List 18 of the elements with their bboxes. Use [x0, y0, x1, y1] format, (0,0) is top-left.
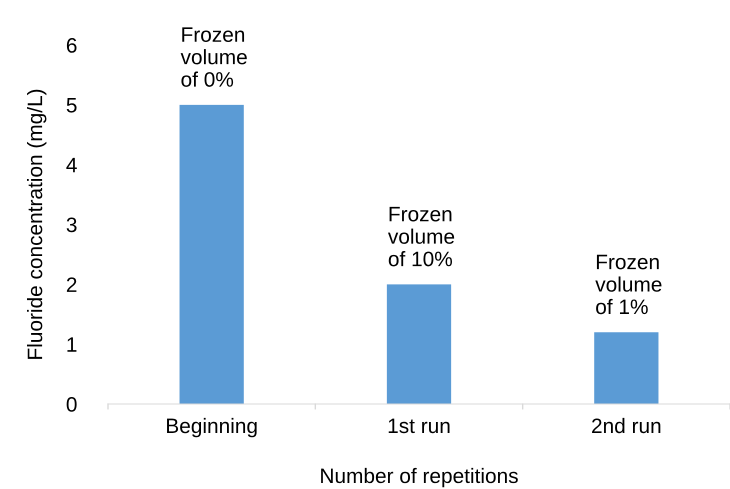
annotation: Frozen volume of 10%	[388, 206, 454, 266]
annotation: Frozen volume of 0%	[180, 27, 247, 87]
bar	[180, 104, 244, 404]
x-tick-label: 1st run	[388, 418, 450, 434]
y-tick-label: 3	[66, 218, 77, 232]
y-tick-label: 6	[66, 38, 77, 53]
y-tick-label: 2	[66, 277, 76, 292]
bar	[386, 284, 452, 404]
y-tick-label: 5	[66, 98, 77, 113]
annotation: Frozen volume of 1%	[595, 254, 662, 314]
bar	[594, 332, 658, 404]
y-axis-title: Fluoride concentration (mg/L)	[26, 90, 46, 359]
x-axis-title: Number of repetitions	[321, 468, 518, 488]
y-tick-label: 0	[66, 397, 77, 412]
x-tick-label: 2nd run	[592, 418, 660, 434]
x-tick-label: Beginning	[167, 418, 257, 438]
y-tick-label: 4	[66, 158, 77, 172]
y-tick-label: 1	[67, 337, 76, 352]
